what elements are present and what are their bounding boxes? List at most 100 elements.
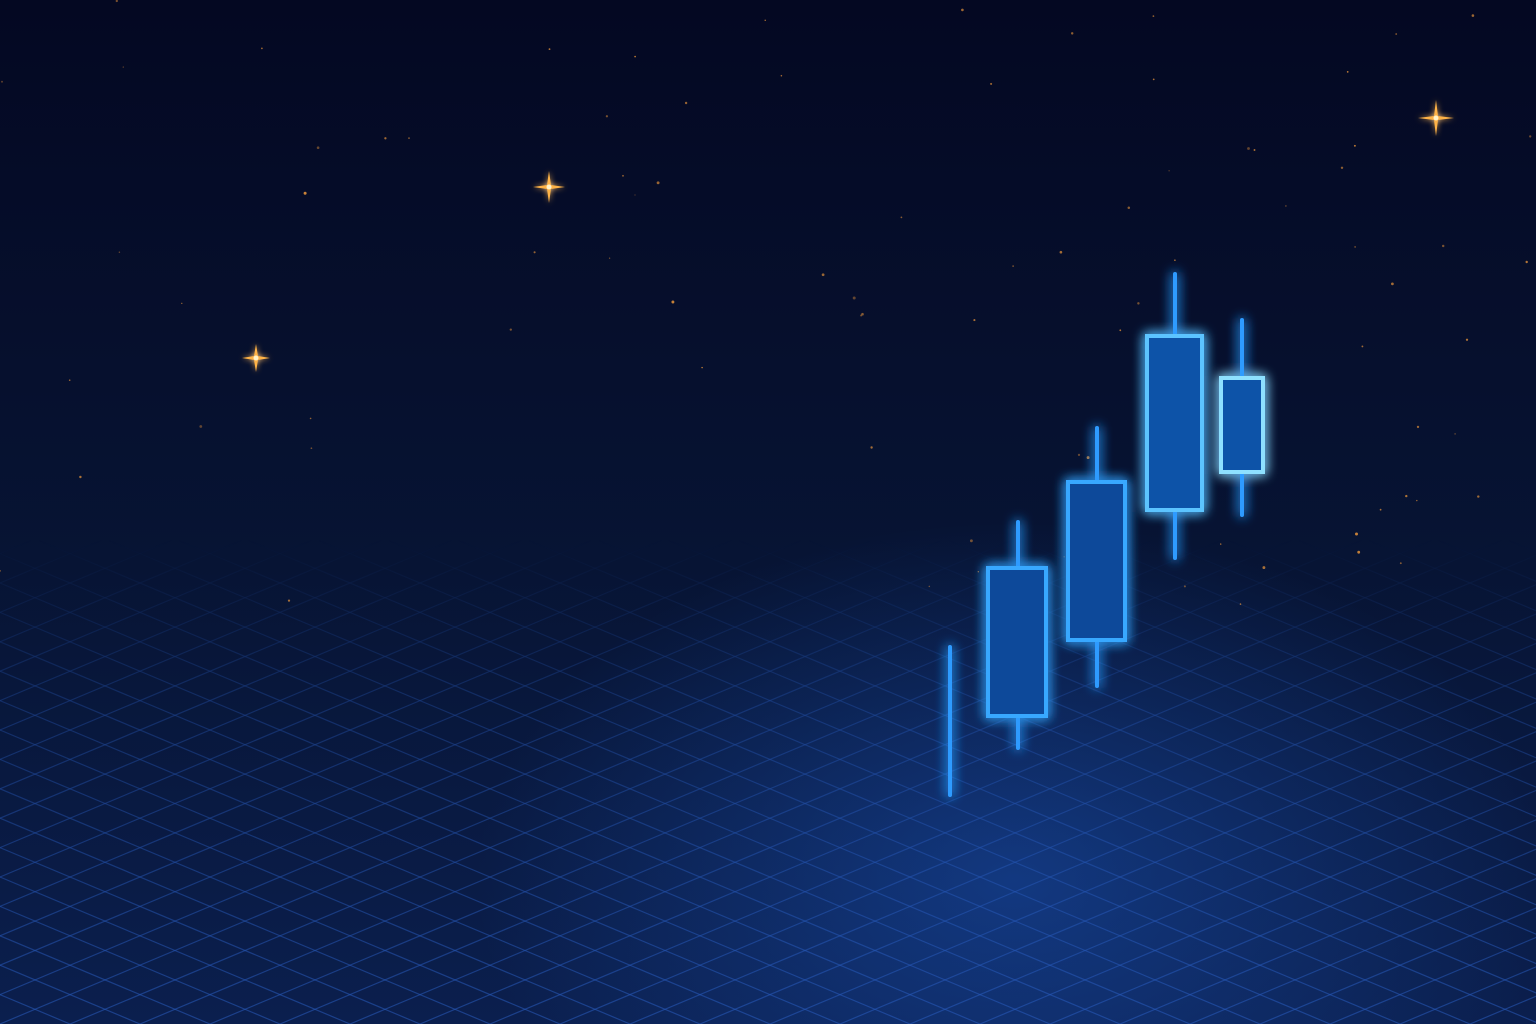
grid-line [0,494,1261,1024]
star [1405,494,1408,498]
grid-line [1049,819,1536,1024]
star [861,312,864,316]
grid-line [0,317,1536,965]
grid-line [0,309,1071,761]
star [1168,170,1170,172]
star [1253,149,1256,151]
star [1357,550,1361,554]
star [1477,495,1480,498]
grid-line [819,309,1536,612]
grid-line [0,309,1351,878]
star [1353,144,1356,147]
star [1416,425,1420,429]
star [1012,265,1014,267]
star [261,47,263,50]
star [1395,33,1398,35]
grid-line [0,309,931,702]
star [1441,244,1445,248]
grid-line [0,309,1211,819]
star [780,74,783,77]
star [1086,456,1090,460]
grid-line [0,758,631,1024]
grid-line [0,788,561,1024]
star [1152,15,1155,17]
star [1239,603,1242,605]
grid-line [0,309,1281,849]
grid-line [0,729,701,1024]
star [821,273,825,277]
sparkle [533,171,565,203]
star [1152,78,1155,81]
star [608,257,611,259]
star [310,447,313,450]
grid-line [259,309,1536,847]
star [181,302,183,304]
grid-line [0,309,1001,731]
grid-line [629,642,1536,1024]
grid-line [0,523,1191,1024]
star [0,570,1,572]
star [1077,453,1081,457]
grid-line [419,554,1536,1024]
star [79,475,82,479]
star [1119,329,1122,332]
grid-line [0,552,1121,1024]
star [1454,433,1456,435]
star [115,0,118,3]
grid-line [399,309,1536,788]
grid-line [0,309,511,525]
star [287,599,291,602]
star [68,379,71,382]
grid-line [0,435,1401,1024]
grid-line [0,405,1471,1024]
grid-line [69,407,1536,1024]
grid-line [0,309,651,584]
star [961,8,964,12]
star [870,446,873,449]
star [1262,566,1266,570]
star [990,82,993,85]
star [1391,282,1394,286]
star [548,48,551,51]
grid-line [0,309,301,437]
star [701,366,703,369]
grid-line [0,376,1536,1023]
star [605,115,609,118]
grid-line [769,701,1536,1024]
grid-line [559,613,1536,1024]
grid-line [699,672,1536,1024]
grid-line [609,309,1536,700]
candlesticks [948,272,1265,797]
star [118,251,121,253]
star [1220,543,1222,545]
star [977,571,979,573]
star [1070,32,1074,35]
star [684,101,688,105]
star [122,66,124,68]
grid-line [0,464,1331,1024]
grid-line [0,309,721,614]
grid-line [0,348,1536,996]
star [509,328,512,331]
star [973,319,976,322]
star [1416,499,1418,502]
grid-line [0,611,981,1024]
grid-line [0,309,861,672]
star [1340,166,1344,170]
star [316,146,320,150]
candle-body [1219,376,1265,474]
star [1529,135,1532,138]
grid-line [0,309,1141,790]
grid-line [0,876,351,1024]
star [408,137,410,139]
grid-line [0,309,1421,908]
stars [0,0,1532,605]
star [671,300,675,304]
candle-body [1145,334,1204,512]
star [1399,562,1402,565]
grid-line [0,309,1491,937]
grid-line [0,319,1536,966]
star [1137,302,1140,305]
star [303,191,307,195]
grid-line [0,641,911,1024]
